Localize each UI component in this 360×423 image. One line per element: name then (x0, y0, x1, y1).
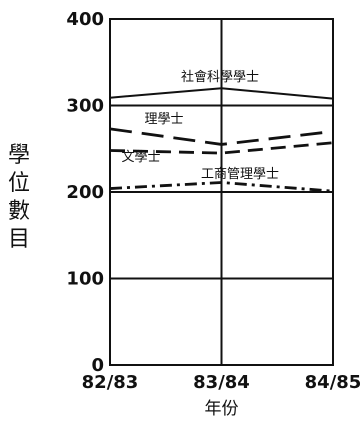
x-tick-label: 82/83 (82, 372, 139, 393)
y-tick-label: 300 (66, 96, 104, 117)
series-label: 文學士 (121, 150, 160, 165)
y-tick-labels: 0 100 200 300 400 (66, 9, 104, 376)
y-tick-label: 400 (66, 9, 104, 30)
y-tick-label: 100 (66, 269, 104, 290)
x-tick-label: 83/84 (193, 372, 250, 393)
x-axis-label: 年份 (205, 399, 239, 419)
y-tick-label: 0 (91, 355, 104, 376)
x-tick-labels: 82/83 83/84 84/85 (82, 372, 360, 393)
series-label: 理學士 (144, 112, 183, 127)
x-tick-label: 84/85 (305, 372, 360, 393)
series-label: 工商管理學士 (201, 167, 279, 182)
series-label: 社會科學學士 (181, 69, 259, 85)
series-line (109, 181, 334, 193)
series-line (109, 87, 334, 100)
y-tick-label: 200 (66, 182, 104, 203)
series-line (109, 141, 334, 155)
y-axis-label: 學位數目 (8, 143, 30, 252)
series-line (109, 127, 334, 146)
series-lines (109, 87, 334, 193)
